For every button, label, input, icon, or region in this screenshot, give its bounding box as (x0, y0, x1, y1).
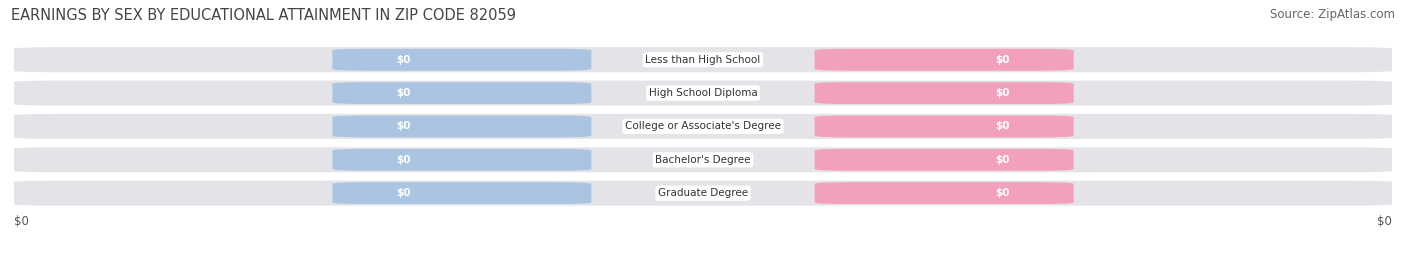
Text: Source: ZipAtlas.com: Source: ZipAtlas.com (1270, 8, 1395, 21)
FancyBboxPatch shape (11, 114, 1395, 139)
FancyBboxPatch shape (814, 115, 1074, 137)
FancyBboxPatch shape (332, 115, 592, 137)
Text: $0: $0 (396, 188, 411, 198)
Text: $0: $0 (1376, 215, 1392, 228)
FancyBboxPatch shape (814, 82, 1074, 104)
FancyBboxPatch shape (11, 47, 1395, 72)
Text: High School Diploma: High School Diploma (648, 88, 758, 98)
Text: Less than High School: Less than High School (645, 55, 761, 65)
Text: $0: $0 (995, 121, 1010, 132)
Text: EARNINGS BY SEX BY EDUCATIONAL ATTAINMENT IN ZIP CODE 82059: EARNINGS BY SEX BY EDUCATIONAL ATTAINMEN… (11, 8, 516, 23)
FancyBboxPatch shape (332, 49, 592, 71)
Text: $0: $0 (14, 215, 30, 228)
Text: $0: $0 (396, 121, 411, 132)
Text: Bachelor's Degree: Bachelor's Degree (655, 155, 751, 165)
Text: College or Associate's Degree: College or Associate's Degree (626, 121, 780, 132)
FancyBboxPatch shape (11, 147, 1395, 172)
Text: $0: $0 (995, 55, 1010, 65)
FancyBboxPatch shape (814, 49, 1074, 71)
FancyBboxPatch shape (11, 81, 1395, 106)
FancyBboxPatch shape (814, 182, 1074, 204)
Text: $0: $0 (995, 88, 1010, 98)
Text: $0: $0 (396, 155, 411, 165)
FancyBboxPatch shape (332, 182, 592, 204)
FancyBboxPatch shape (332, 82, 592, 104)
FancyBboxPatch shape (332, 149, 592, 171)
Text: Graduate Degree: Graduate Degree (658, 188, 748, 198)
Text: $0: $0 (995, 188, 1010, 198)
FancyBboxPatch shape (814, 149, 1074, 171)
Text: $0: $0 (396, 88, 411, 98)
Text: $0: $0 (396, 55, 411, 65)
Text: $0: $0 (995, 155, 1010, 165)
FancyBboxPatch shape (11, 181, 1395, 206)
